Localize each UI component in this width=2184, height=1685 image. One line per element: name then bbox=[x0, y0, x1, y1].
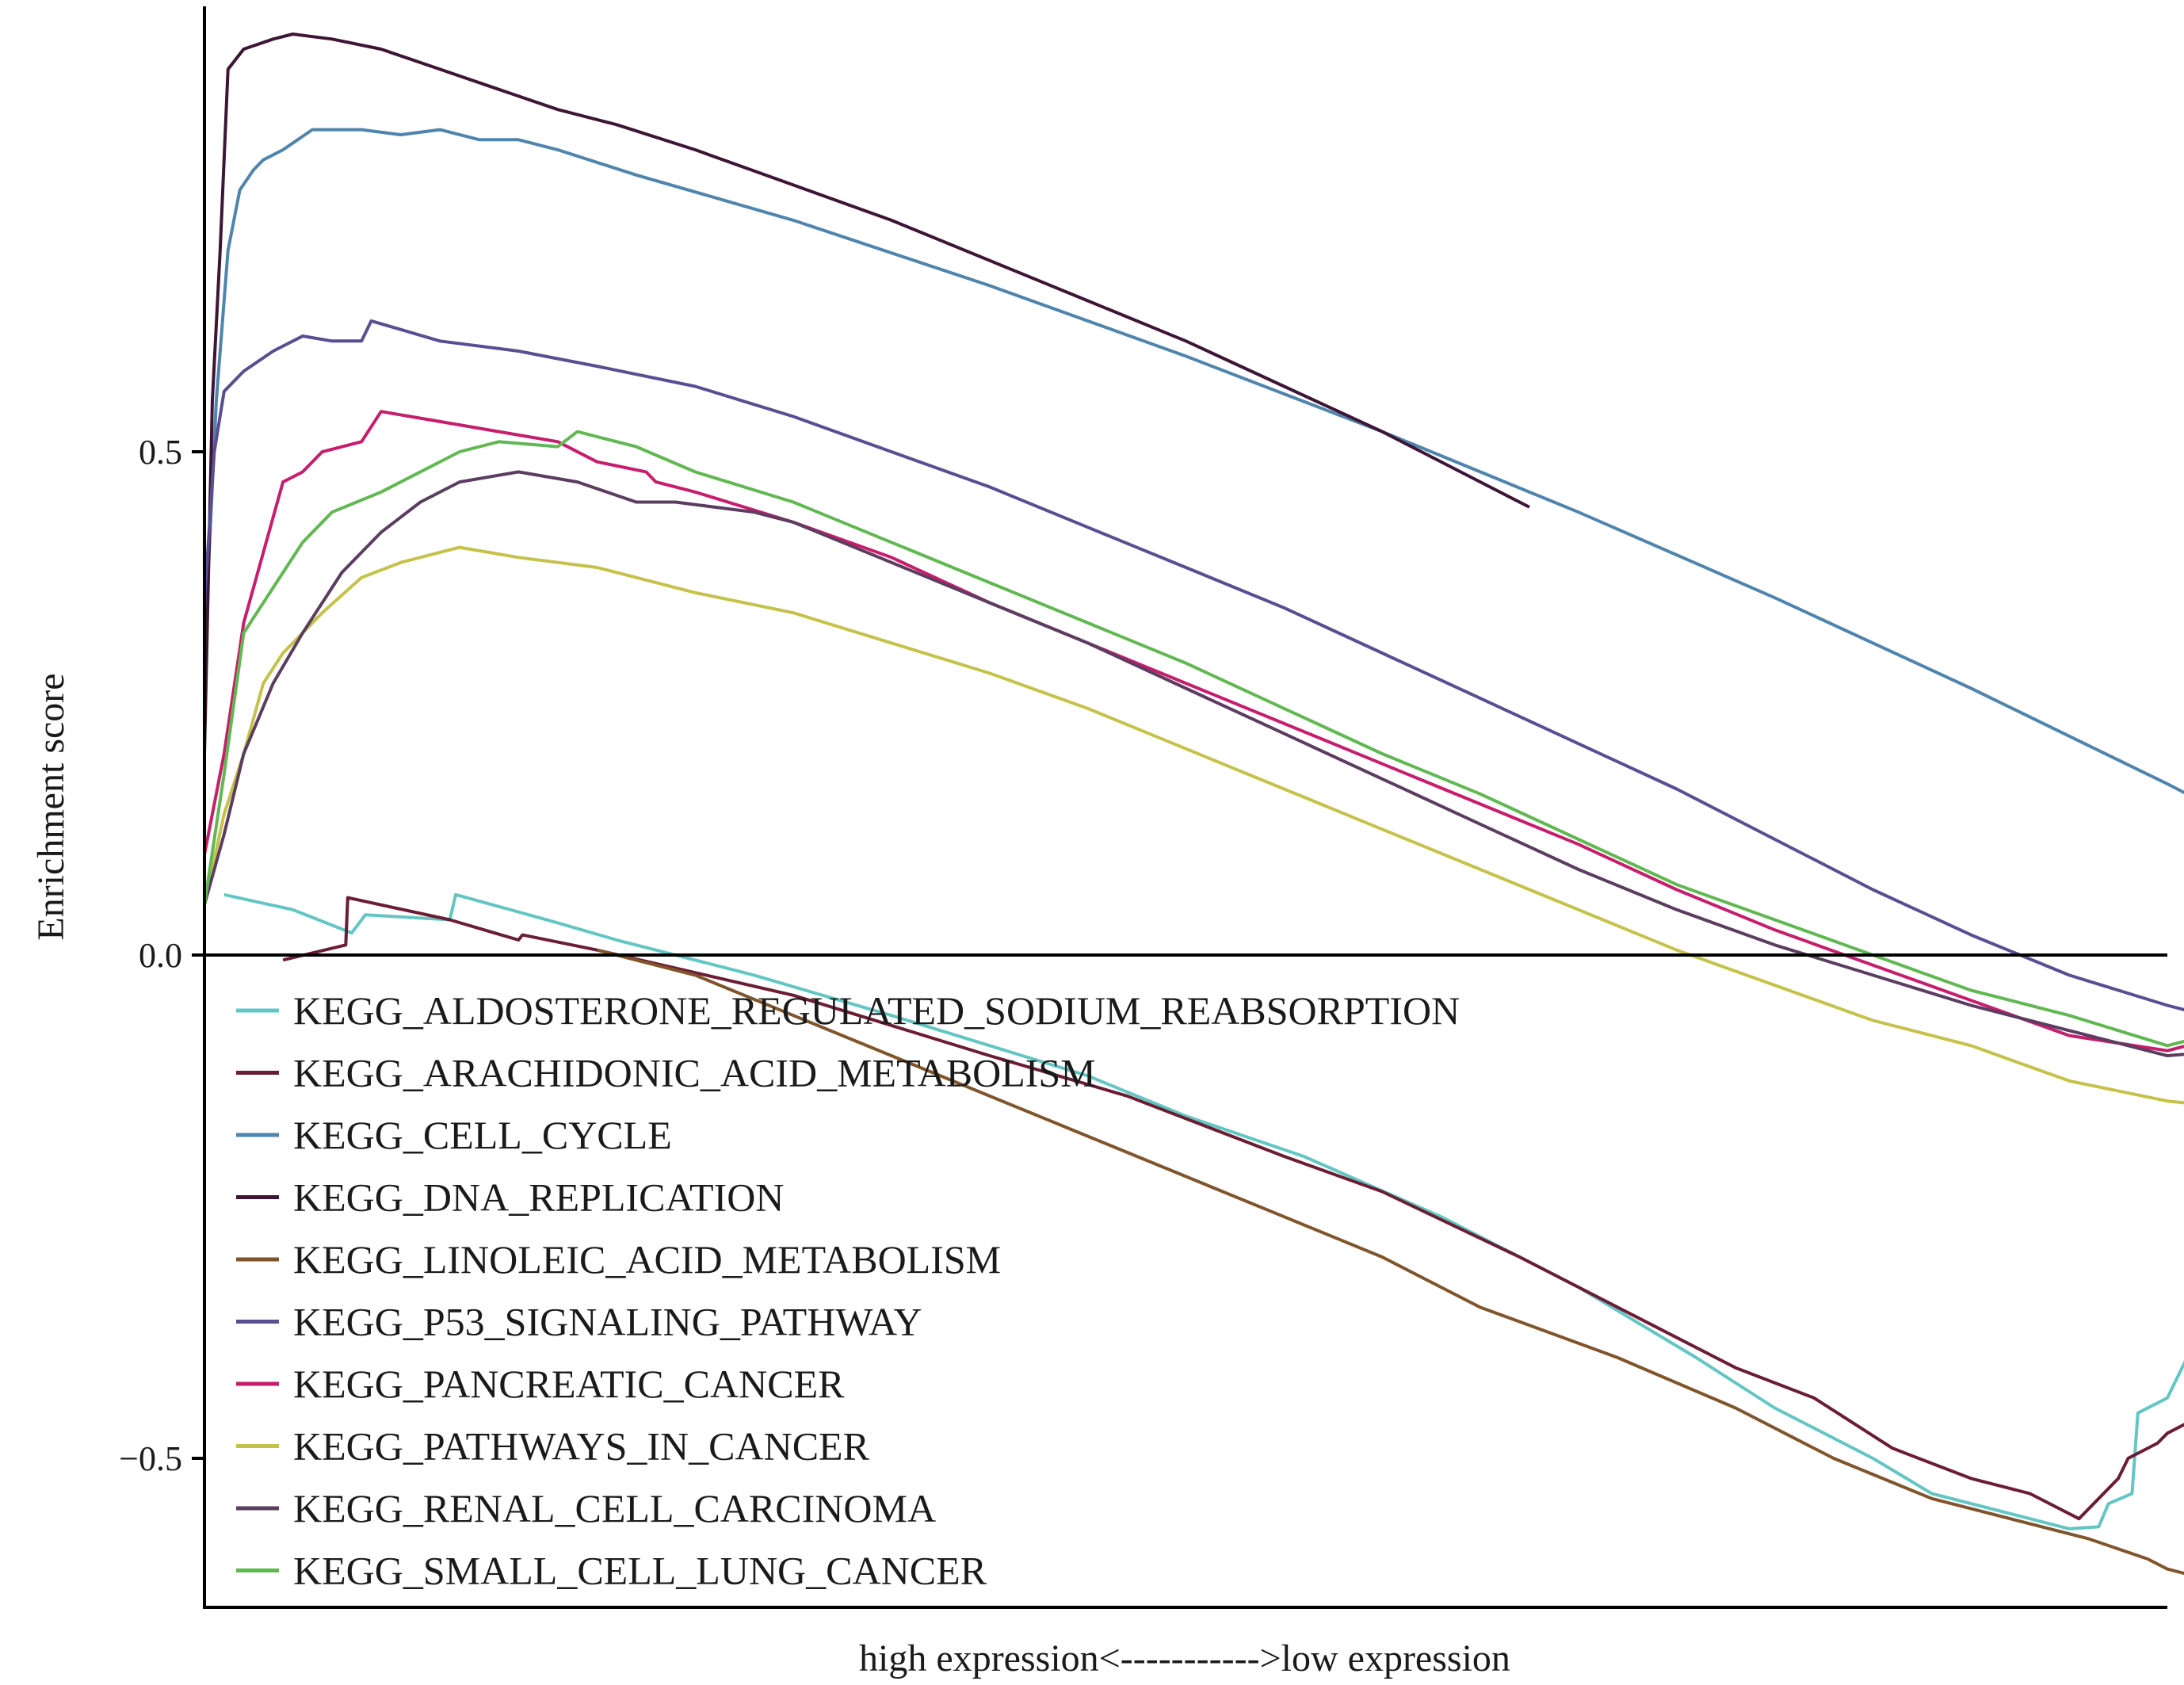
legend-entry-4: KEGG_LINOLEIC_ACID_METABOLISM bbox=[293, 1237, 1001, 1282]
legend-entry-2: KEGG_CELL_CYCLE bbox=[293, 1113, 672, 1157]
series-line-5 bbox=[203, 319, 2184, 1011]
series-line-8 bbox=[203, 470, 2184, 1057]
series-line-7 bbox=[203, 545, 2184, 1105]
legend-entry-8: KEGG_RENAL_CELL_CARCINOMA bbox=[293, 1486, 936, 1530]
series-line-4 bbox=[596, 948, 2184, 1576]
series-line-9 bbox=[203, 430, 2184, 1048]
y-tick-label: 0.0 bbox=[139, 936, 182, 975]
legend-entry-1: KEGG_ARACHIDONIC_ACID_METABOLISM bbox=[293, 1051, 1096, 1095]
legend-entry-3: KEGG_DNA_REPLICATION bbox=[293, 1175, 784, 1220]
series-line-3 bbox=[203, 32, 1530, 755]
y-axis-label: Enrichment score bbox=[30, 673, 72, 940]
legend-entry-5: KEGG_P53_SIGNALING_PATHWAY bbox=[293, 1300, 922, 1344]
x-axis-label: high expression<----------->low expressi… bbox=[859, 1637, 1510, 1679]
legend: KEGG_ALDOSTERONE_REGULATED_SODIUM_REABSO… bbox=[236, 988, 1460, 1593]
y-tick-label: 0.5 bbox=[139, 433, 182, 472]
y-ticks: −0.5 0.0 0.5 bbox=[119, 433, 204, 1478]
series-layer bbox=[203, 32, 2184, 1576]
y-tick-label: −0.5 bbox=[119, 1439, 182, 1478]
legend-entry-7: KEGG_PATHWAYS_IN_CANCER bbox=[293, 1424, 870, 1469]
series-line-1 bbox=[282, 896, 2184, 1521]
legend-entry-6: KEGG_PANCREATIC_CANCER bbox=[293, 1362, 845, 1406]
series-line-2 bbox=[203, 128, 2184, 795]
legend-entry-0: KEGG_ALDOSTERONE_REGULATED_SODIUM_REABSO… bbox=[293, 988, 1460, 1033]
legend-entry-9: KEGG_SMALL_CELL_LUNG_CANCER bbox=[293, 1549, 987, 1593]
